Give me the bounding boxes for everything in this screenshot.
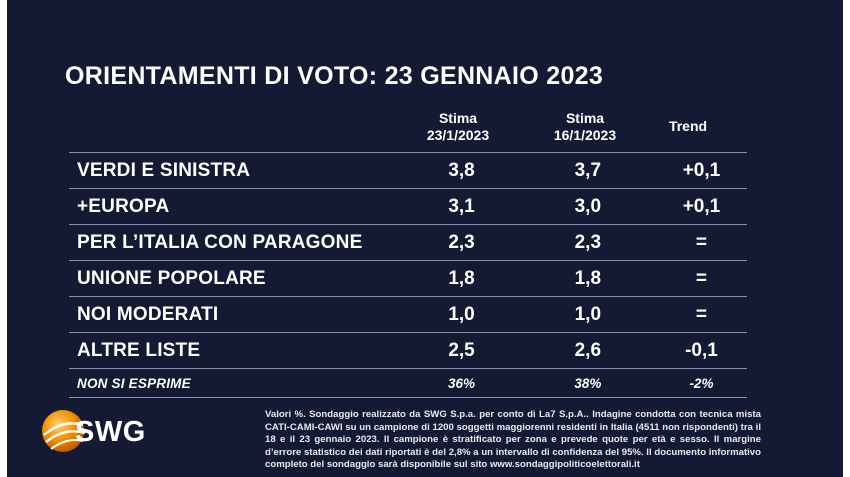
trend-value: =	[655, 296, 747, 333]
table-row: NOI MODERATI 1,0 1,0 =	[69, 296, 747, 333]
party-label: ALTRE LISTE	[69, 332, 404, 369]
party-label: +EUROPA	[69, 188, 404, 225]
estimate-current: 36%	[403, 368, 520, 398]
page-title: ORIENTAMENTI DI VOTO: 23 GENNAIO 2023	[65, 62, 604, 90]
estimate-current: 2,5	[403, 332, 520, 369]
estimate-current: 3,1	[403, 188, 520, 225]
trend-value: -0,1	[655, 332, 747, 369]
methodology-note: Valori %. Sondaggio realizzato da SWG S.…	[265, 409, 761, 471]
trend-value: +0,1	[655, 152, 747, 189]
trend-value: -2%	[655, 368, 747, 398]
estimate-current: 3,8	[403, 152, 520, 189]
party-label: UNIONE POPOLARE	[69, 260, 404, 297]
table-row: PER L’ITALIA CON PARAGONE 2,3 2,3 =	[69, 224, 747, 261]
estimate-previous: 2,6	[519, 332, 656, 369]
column-header-trend: Trend	[668, 118, 708, 134]
trend-value: =	[655, 224, 747, 261]
table-row: ALTRE LISTE 2,5 2,6 -0,1	[69, 332, 747, 369]
column-header-current: Stima 23/1/2023	[403, 110, 513, 144]
party-label: NOI MODERATI	[69, 296, 404, 333]
column-header-previous: Stima 16/1/2023	[522, 110, 648, 144]
swg-logo-icon	[42, 410, 86, 452]
estimate-previous: 3,7	[519, 152, 656, 189]
table-row: +EUROPA 3,1 3,0 +0,1	[69, 188, 747, 225]
table-row: UNIONE POPOLARE 1,8 1,8 =	[69, 260, 747, 297]
party-label: NON SI ESPRIME	[69, 368, 404, 398]
column-header-label: Stima	[565, 110, 605, 126]
estimate-previous: 1,8	[519, 260, 656, 297]
estimate-previous: 3,0	[519, 188, 656, 225]
estimate-current: 1,8	[403, 260, 520, 297]
column-header-date: 23/1/2023	[426, 127, 490, 143]
party-label: PER L’ITALIA CON PARAGONE	[69, 224, 404, 261]
estimate-current: 2,3	[403, 224, 520, 261]
column-header-date: 16/1/2023	[553, 127, 617, 143]
column-header-label: Stima	[438, 110, 478, 126]
slide: ORIENTAMENTI DI VOTO: 23 GENNAIO 2023 St…	[7, 0, 843, 477]
estimate-previous: 2,3	[519, 224, 656, 261]
swg-logo-text: SWG	[75, 416, 146, 448]
estimate-current: 1,0	[403, 296, 520, 333]
poll-table: VERDI E SINISTRA 3,8 3,7 +0,1 +EUROPA 3,1 3,0 +…	[69, 152, 747, 398]
table-row: NON SI ESPRIME 36% 38% -2%	[69, 368, 747, 398]
party-label: VERDI E SINISTRA	[69, 152, 404, 189]
trend-value: =	[655, 260, 747, 297]
estimate-previous: 1,0	[519, 296, 656, 333]
estimate-previous: 38%	[519, 368, 656, 398]
table-row: VERDI E SINISTRA 3,8 3,7 +0,1	[69, 152, 747, 189]
trend-value: +0,1	[655, 188, 747, 225]
